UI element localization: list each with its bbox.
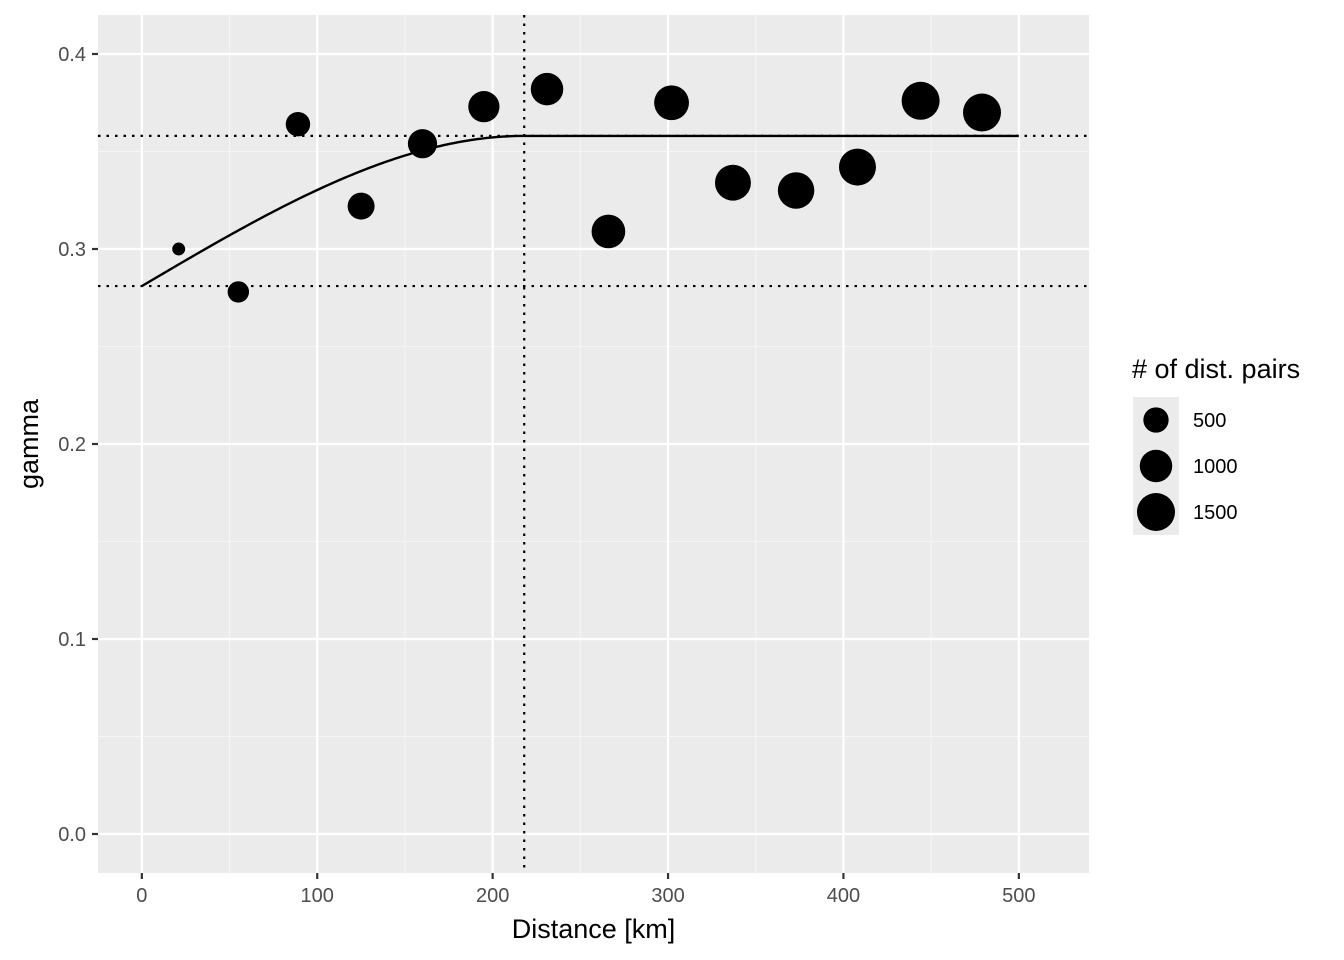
size-legend: # of dist. pairs 500 1000 1500: [1132, 354, 1300, 535]
legend-key-circle: [1143, 407, 1169, 433]
y-axis-title: gamma: [14, 398, 44, 489]
data-point: [777, 172, 815, 209]
data-point: [654, 85, 689, 121]
data-point: [172, 242, 186, 256]
data-point: [347, 192, 375, 220]
legend-label: 1000: [1193, 456, 1238, 478]
x-tick-label: 400: [827, 885, 860, 907]
x-tick-label: 300: [651, 885, 684, 907]
data-point: [963, 93, 1002, 132]
data-points: [172, 72, 1002, 303]
y-tick-label: 0.1: [58, 629, 86, 651]
legend-entries: 500 1000 1500: [1137, 407, 1238, 531]
legend-title: # of dist. pairs: [1132, 354, 1300, 384]
x-tick-label: 200: [476, 885, 509, 907]
data-point: [407, 129, 438, 159]
data-point: [901, 81, 940, 120]
model-line-group: [141, 134, 1019, 288]
x-tick-label: 100: [301, 885, 334, 907]
data-point: [838, 148, 876, 186]
data-point: [714, 164, 751, 201]
legend-key-circle: [1139, 449, 1173, 483]
y-tick-label: 0.2: [58, 434, 86, 456]
y-axis: 0.0 0.1 0.2 0.3 0.4: [58, 44, 98, 846]
data-point: [285, 111, 311, 137]
x-tick-label: 0: [136, 885, 147, 907]
model-curve: [141, 134, 1019, 288]
legend-label: 500: [1193, 410, 1226, 432]
y-tick-label: 0.0: [58, 824, 86, 846]
data-point: [530, 72, 564, 106]
y-tick-label: 0.3: [58, 239, 86, 261]
legend-label: 1500: [1193, 502, 1238, 524]
x-axis: 0 100 200 300 400 500: [136, 873, 1036, 907]
data-point: [227, 281, 250, 303]
data-point: [591, 214, 626, 249]
legend-key-circle: [1137, 493, 1175, 531]
x-axis-title: Distance [km]: [512, 914, 676, 944]
y-tick-label: 0.4: [58, 44, 86, 66]
data-point: [468, 91, 500, 123]
grid-major: [98, 15, 1089, 873]
x-tick-label: 500: [1002, 885, 1035, 907]
